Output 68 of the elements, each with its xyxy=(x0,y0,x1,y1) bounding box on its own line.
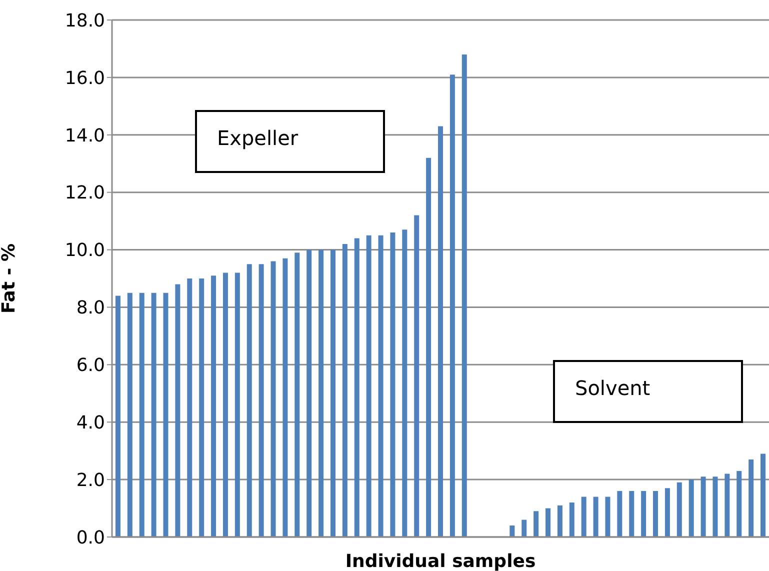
bar xyxy=(294,252,300,537)
bar xyxy=(664,488,670,537)
bar xyxy=(569,502,574,537)
annotation: Expeller xyxy=(217,126,298,150)
bar xyxy=(163,292,168,537)
bar xyxy=(546,508,550,537)
bar xyxy=(342,244,348,537)
bar xyxy=(234,272,240,537)
bar xyxy=(510,526,515,537)
bar xyxy=(593,496,598,537)
bar xyxy=(390,232,396,537)
bar xyxy=(258,264,264,537)
y-tick-label: 4.0 xyxy=(76,412,105,434)
y-tick-label: 6.0 xyxy=(76,355,105,376)
bar xyxy=(522,520,527,537)
bar xyxy=(617,491,622,537)
bar xyxy=(187,278,192,537)
y-tick-label: 0.0 xyxy=(76,527,105,548)
bar xyxy=(151,292,156,537)
bar xyxy=(688,480,694,537)
bar xyxy=(282,258,288,537)
bar xyxy=(222,272,228,537)
text-box: Solvent xyxy=(553,360,743,423)
bar xyxy=(246,264,252,537)
bar xyxy=(318,250,324,537)
bar xyxy=(139,292,144,537)
bar xyxy=(211,276,216,537)
y-tick-label: 12.0 xyxy=(64,182,105,204)
bar xyxy=(175,284,180,537)
bar xyxy=(676,482,682,537)
bar xyxy=(127,292,132,537)
bar xyxy=(378,235,384,537)
bar xyxy=(736,470,742,537)
bar xyxy=(557,505,562,537)
y-tick-label: 8.0 xyxy=(76,298,105,319)
bar xyxy=(354,238,360,537)
bar xyxy=(700,476,706,537)
bar xyxy=(115,296,120,537)
y-tick-label: 2.0 xyxy=(76,470,105,491)
y-tick-label: 14.0 xyxy=(64,125,105,146)
annotation: Solvent xyxy=(575,376,650,400)
bar xyxy=(270,261,276,537)
bar xyxy=(438,126,443,537)
bar xyxy=(724,474,730,537)
y-tick-label: 16.0 xyxy=(64,68,105,89)
bar xyxy=(450,74,455,537)
bar xyxy=(306,250,312,537)
bar xyxy=(534,511,539,537)
bar xyxy=(366,235,372,537)
bar xyxy=(605,496,610,537)
bar xyxy=(653,491,658,537)
bar xyxy=(760,454,766,537)
y-axis-title: Fat - % xyxy=(0,243,20,314)
y-tick-label: 10.0 xyxy=(64,240,105,262)
bar xyxy=(712,476,718,537)
bar xyxy=(462,54,467,537)
bar xyxy=(629,491,634,537)
bar xyxy=(414,215,420,537)
bar xyxy=(641,491,646,537)
bar xyxy=(748,459,754,537)
bar xyxy=(330,250,336,537)
bar xyxy=(581,496,586,537)
bar xyxy=(402,230,408,537)
bar xyxy=(426,158,432,537)
bar xyxy=(199,278,204,537)
y-tick-label: 18.0 xyxy=(64,10,105,32)
text-box: Expeller xyxy=(195,110,385,173)
x-axis-title: Individual samples xyxy=(345,551,536,571)
